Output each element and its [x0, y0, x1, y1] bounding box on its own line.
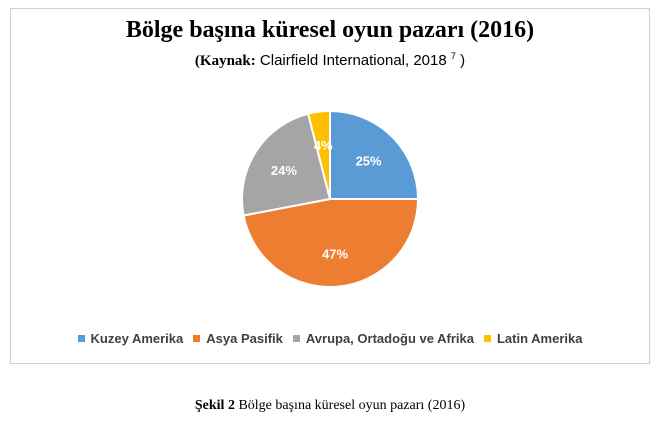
- chart-subtitle: (Kaynak: Clairfield International, 2018 …: [11, 51, 649, 70]
- pie-slice-1: [242, 198, 420, 288]
- source-footnote: 7: [450, 51, 456, 61]
- source-text: Clairfield International, 2018: [259, 52, 447, 69]
- figure-label: Şekil 2: [194, 398, 235, 413]
- chart-title: Bölge başına küresel oyun pazarı (2016): [125, 17, 535, 43]
- figure-caption-text: Bölge başına küresel oyun pazarı (2016): [234, 398, 466, 413]
- legend-label: Asya Pasifik: [206, 331, 283, 346]
- pie-data-label-0: 25%: [356, 153, 382, 168]
- source-label: (Kaynak:: [194, 53, 256, 69]
- legend-swatch: [77, 335, 85, 342]
- legend-label: Kuzey Amerika: [90, 331, 184, 346]
- legend-item: Avrupa, Ortadoğu ve Afrika: [292, 331, 474, 346]
- legend-item: Asya Pasifik: [193, 331, 283, 346]
- chart-legend: Kuzey Amerika Asya Pasifik Avrupa, Ortadoğ…: [11, 331, 649, 346]
- legend-label: Avrupa, Ortadoğu ve Afrika: [305, 331, 474, 346]
- figure-caption: Şekil 2 Bölge başına küresel oyun pazarı…: [0, 398, 660, 414]
- pie-data-label-2: 24%: [271, 163, 297, 178]
- pie-data-label-3: 4%: [314, 138, 333, 153]
- pie-slice-0: [329, 109, 420, 200]
- pie-slice-3: [306, 109, 331, 200]
- pie-chart: 25% 47% 24% 4%: [241, 109, 420, 288]
- pie-slice-2: [241, 112, 332, 217]
- legend-item: Kuzey Amerika: [77, 331, 184, 346]
- legend-swatch: [483, 335, 491, 342]
- legend-swatch: [292, 335, 300, 342]
- chart-frame: Bölge başına küresel oyun pazarı (2016) …: [10, 8, 650, 364]
- legend-item: Latin Amerika: [483, 331, 583, 346]
- legend-label: Latin Amerika: [496, 331, 583, 346]
- source-close: ): [460, 52, 466, 69]
- legend-swatch: [193, 335, 201, 342]
- pie-data-label-1: 47%: [322, 246, 348, 261]
